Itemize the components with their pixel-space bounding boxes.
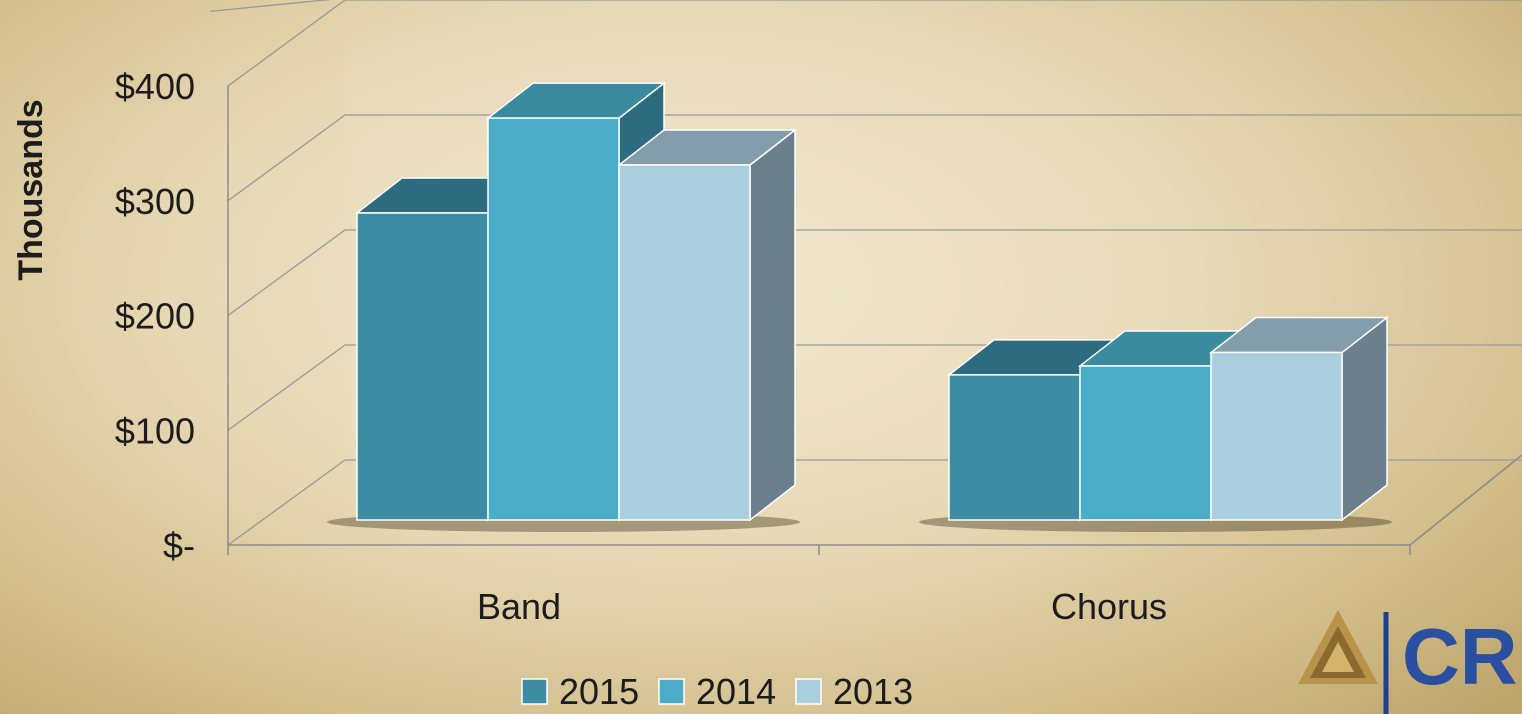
bar bbox=[616, 128, 798, 522]
floor-edge bbox=[1409, 454, 1522, 546]
bar-front bbox=[487, 117, 620, 521]
gridline bbox=[227, 229, 1522, 317]
y-tick-label: $300 bbox=[115, 181, 195, 222]
legend-swatch bbox=[658, 678, 685, 705]
bars bbox=[327, 81, 1392, 532]
y-axis-title: Thousands bbox=[12, 99, 50, 280]
x-tick-labels: Band Chorus bbox=[477, 586, 1167, 627]
y-tick-label: $200 bbox=[115, 296, 195, 337]
bar bbox=[1208, 316, 1390, 522]
axes bbox=[227, 86, 1522, 555]
legend-item: 2013 bbox=[795, 671, 913, 712]
legend-swatch bbox=[521, 678, 548, 705]
triangle-mountain-icon bbox=[1298, 610, 1378, 684]
legend-swatch bbox=[795, 678, 822, 705]
y-tick-label: $100 bbox=[115, 410, 195, 451]
y-tick-labels: $- $100 $200 $300 $400 bbox=[115, 66, 195, 566]
bar-side bbox=[749, 128, 796, 522]
gridline bbox=[209, 0, 332, 13]
bar-front bbox=[948, 374, 1081, 521]
bar-front bbox=[356, 212, 489, 521]
bar-front bbox=[1079, 365, 1212, 521]
legend-label: 2014 bbox=[696, 671, 776, 712]
company-logo: CRI bbox=[1290, 600, 1522, 714]
legend-label: 2013 bbox=[833, 671, 913, 712]
legend-label: 2015 bbox=[559, 671, 639, 712]
x-tick-label: Band bbox=[477, 586, 561, 627]
x-tick-label: Chorus bbox=[1051, 586, 1167, 627]
gridline bbox=[227, 114, 1522, 202]
logo-text: CRI bbox=[1402, 612, 1522, 701]
y-tick-label: $- bbox=[163, 525, 195, 566]
gridline bbox=[227, 0, 1522, 87]
legend-item: 2014 bbox=[658, 671, 776, 712]
legend: 2015 2014 2013 bbox=[521, 671, 913, 712]
bar-front bbox=[1210, 351, 1343, 521]
legend-item: 2015 bbox=[521, 671, 639, 712]
bar-front bbox=[618, 164, 751, 521]
y-tick-label: $400 bbox=[115, 66, 195, 107]
